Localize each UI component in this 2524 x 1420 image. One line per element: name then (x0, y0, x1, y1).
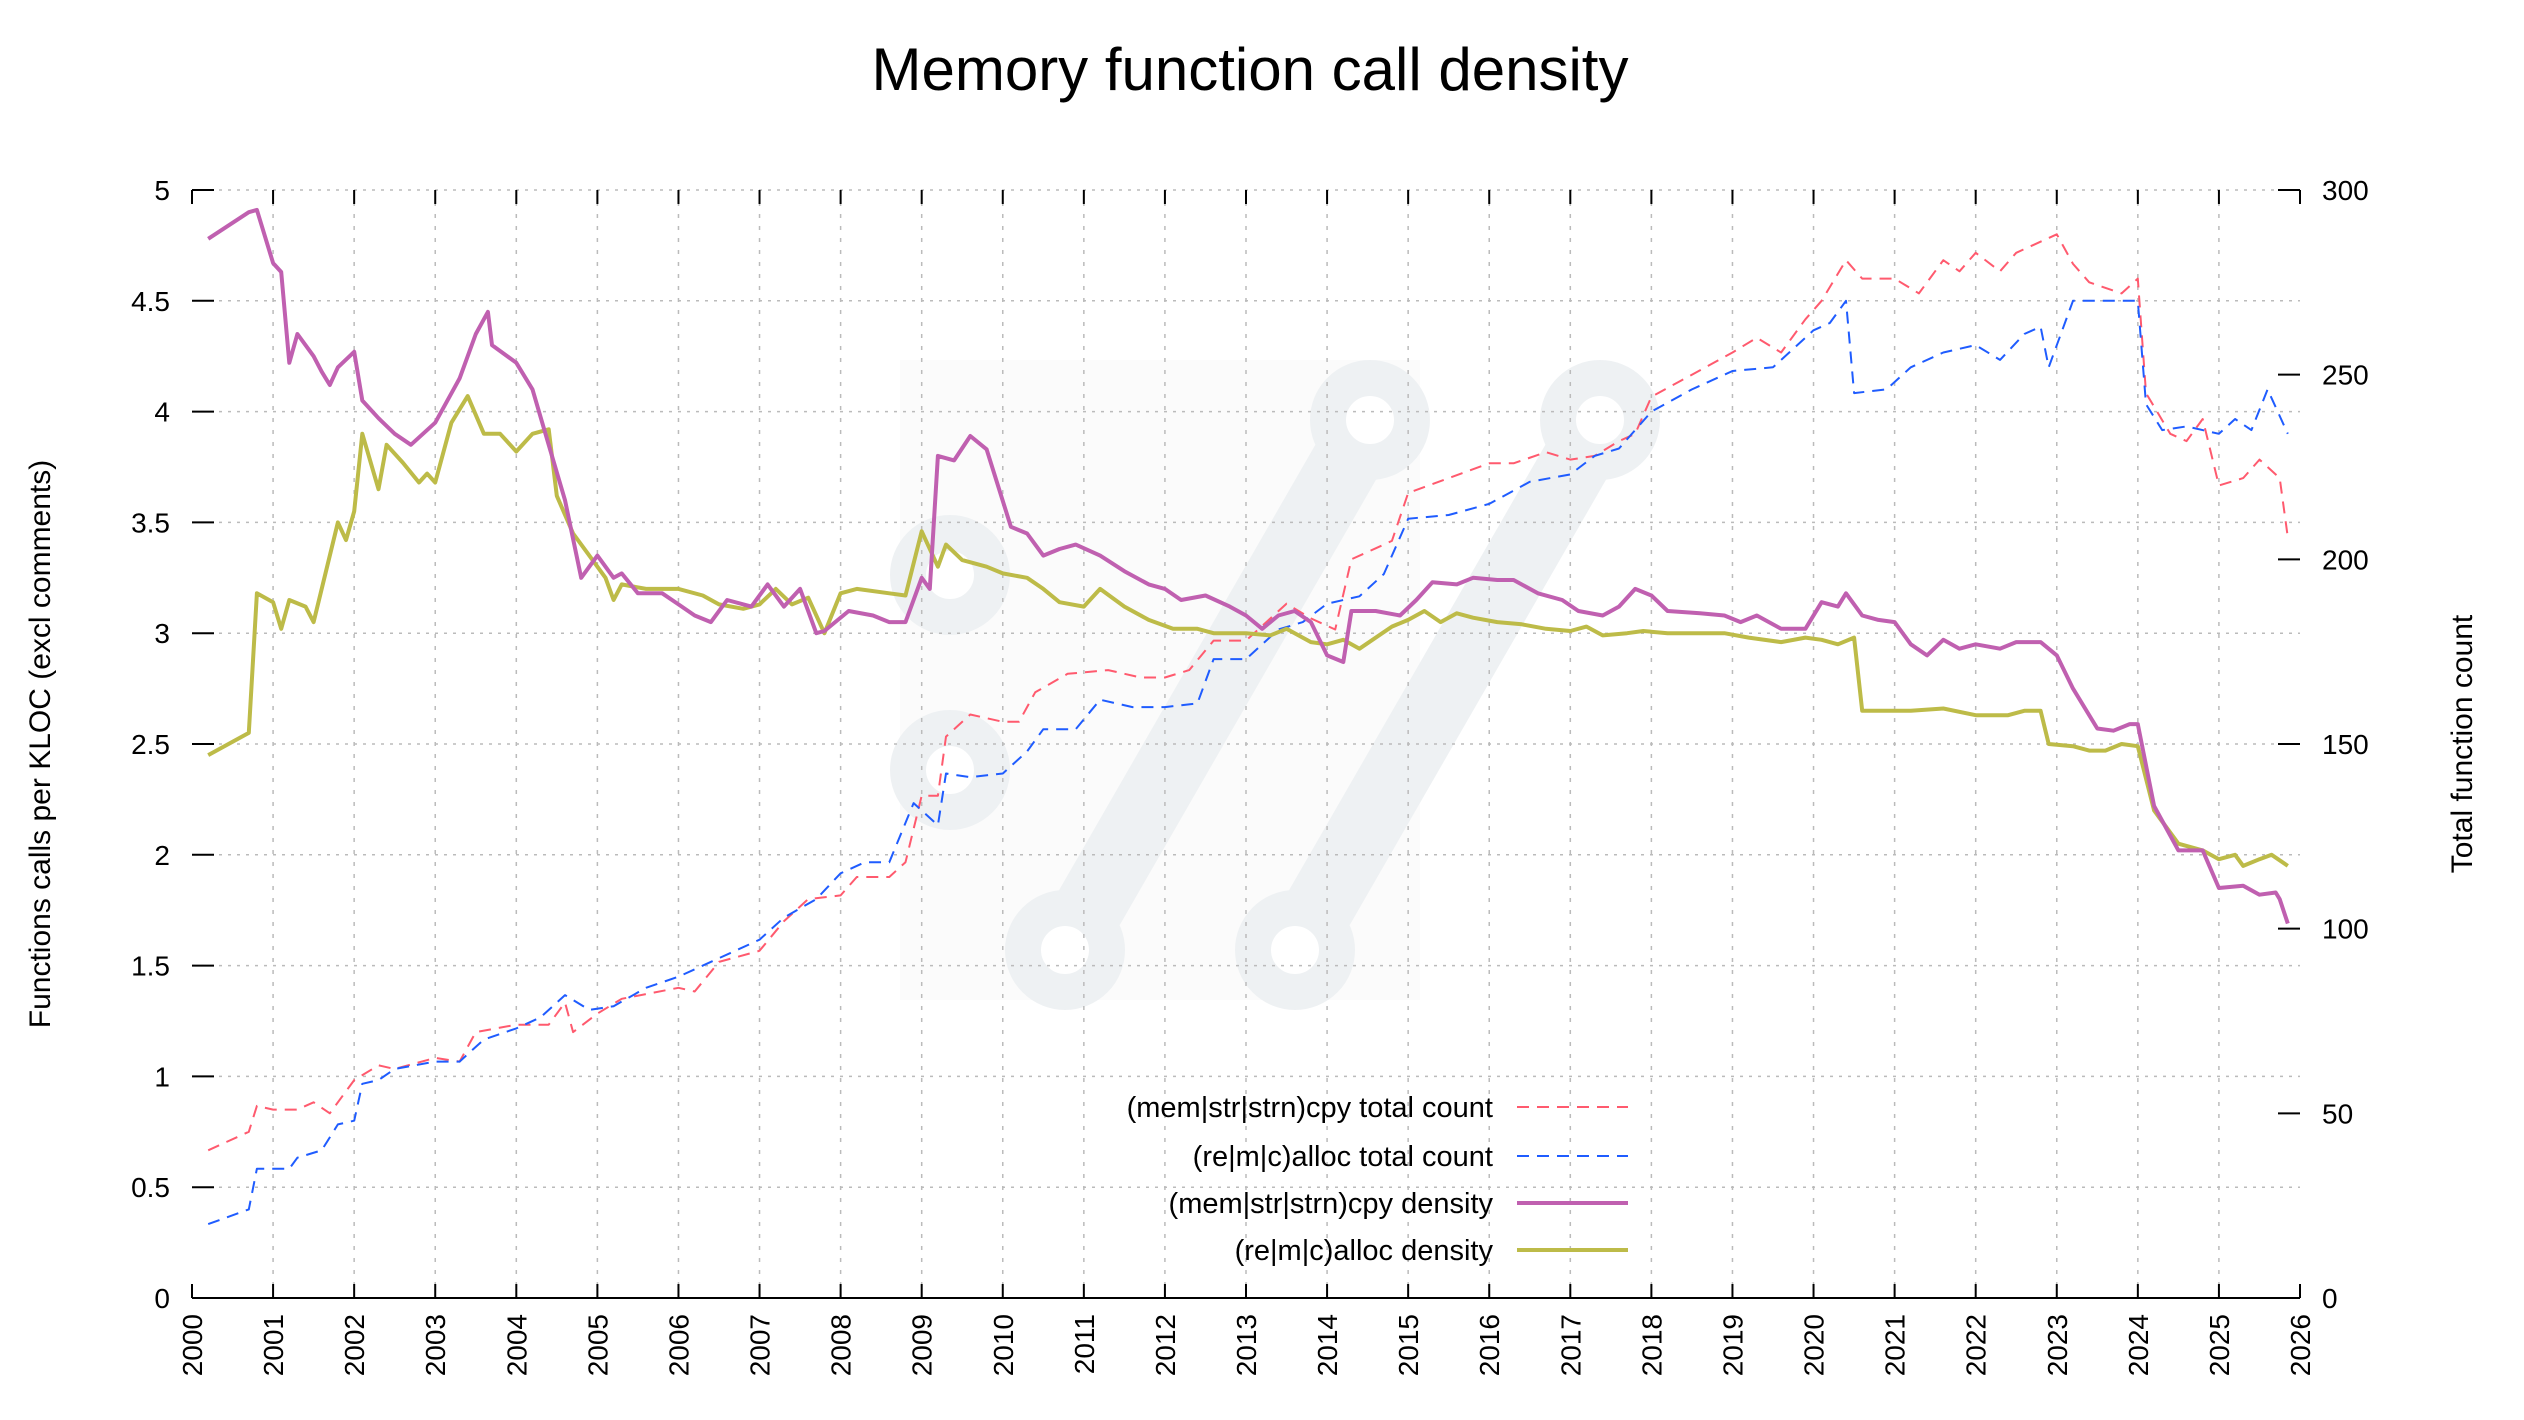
legend-label: (mem|str|strn)cpy total count (1127, 1092, 1493, 1124)
x-tick-label: 2009 (907, 1314, 938, 1376)
y-tick-label: 0 (154, 1283, 170, 1314)
y2-tick-label: 250 (2322, 360, 2369, 391)
legend: (mem|str|strn)cpy total count (re|m|c)all… (1127, 1092, 1628, 1267)
y-tick-label: 4 (154, 397, 170, 428)
x-tick-label: 2010 (988, 1314, 1019, 1376)
x-tick-label: 2023 (2042, 1314, 2073, 1376)
series-line-3 (207, 394, 2289, 868)
x-tick-label: 2004 (501, 1314, 532, 1376)
legend-label: (mem|str|strn)cpy density (1169, 1188, 1494, 1220)
x-tick-label: 2020 (1799, 1314, 1830, 1376)
x-tick-label: 2026 (2285, 1314, 2316, 1376)
y2-tick-label: 100 (2322, 914, 2369, 945)
x-tick-label: 2013 (1231, 1314, 1262, 1376)
x-tick-label: 2008 (826, 1314, 857, 1376)
x-tick-label: 2014 (1312, 1314, 1343, 1376)
x-tick-label: 2007 (745, 1314, 776, 1376)
series-line-1 (207, 299, 2289, 1226)
x-tick-label: 2000 (177, 1314, 208, 1376)
x-tick-label: 2006 (663, 1314, 694, 1376)
y2-tick-label: 0 (2322, 1283, 2338, 1314)
y-tick-label: 2.5 (131, 729, 170, 760)
x-tick-label: 2017 (1555, 1314, 1586, 1376)
y-tick-label: 3 (154, 618, 170, 649)
x-tick-label: 2022 (1961, 1314, 1992, 1376)
x-tick-label: 2012 (1150, 1314, 1181, 1376)
x-tick-label: 2002 (339, 1314, 370, 1376)
y-tick-label: 4.5 (131, 286, 170, 317)
y-tick-label: 0.5 (131, 1172, 170, 1203)
series-line-0 (207, 233, 2289, 1152)
y-axis-label: Functions calls per KLOC (excl comments) (24, 460, 57, 1029)
y2-tick-label: 200 (2322, 544, 2369, 575)
y-tick-label: 1.5 (131, 951, 170, 982)
y2-tick-label: 300 (2322, 175, 2369, 206)
watermark-logo (890, 360, 1660, 1010)
y-tick-label: 5 (154, 175, 170, 206)
y-tick-label: 3.5 (131, 507, 170, 538)
legend-label: (re|m|c)alloc density (1235, 1235, 1494, 1267)
x-tick-label: 2021 (1880, 1314, 1911, 1376)
x-tick-label: 2005 (582, 1314, 613, 1376)
legend-label: (re|m|c)alloc total count (1193, 1141, 1493, 1173)
x-tick-label: 2018 (1636, 1314, 1667, 1376)
y2-axis-label: Total function count (2446, 614, 2479, 873)
axes: 2000 2001 2002 2003 2004 2005 2006 2007 2008 2009… (131, 175, 2369, 1376)
chart-title: Memory function call density (872, 36, 1629, 103)
x-tick-label: 2003 (420, 1314, 451, 1376)
y-tick-label: 2 (154, 840, 170, 871)
y2-tick-label: 150 (2322, 729, 2369, 760)
x-tick-label: 2001 (258, 1314, 289, 1376)
x-tick-label: 2024 (2123, 1314, 2154, 1376)
x-tick-label: 2025 (2204, 1314, 2235, 1376)
y-tick-label: 1 (154, 1061, 170, 1092)
x-tick-label: 2016 (1474, 1314, 1505, 1376)
series-line-2 (207, 207, 2290, 925)
x-tick-label: 2019 (1717, 1314, 1748, 1376)
x-tick-label: 2015 (1393, 1314, 1424, 1376)
series-group (207, 207, 2290, 1226)
y2-tick-label: 50 (2322, 1098, 2353, 1129)
x-tick-label: 2011 (1069, 1314, 1100, 1374)
